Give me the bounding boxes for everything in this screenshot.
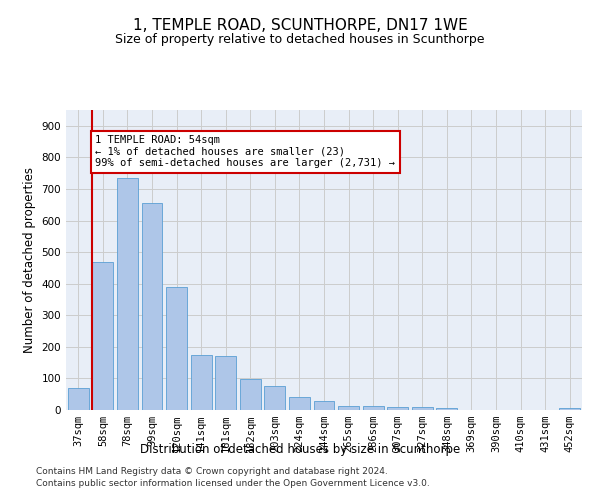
Bar [412,408,433,410]
Bar [117,178,138,410]
Bar [436,408,457,410]
Bar [265,386,286,410]
Text: Contains public sector information licensed under the Open Government Licence v3: Contains public sector information licen… [36,478,430,488]
Bar [166,287,187,410]
Bar [387,408,408,410]
Bar [142,203,163,410]
Y-axis label: Number of detached properties: Number of detached properties [23,167,36,353]
Bar [338,406,359,410]
Bar [314,401,334,410]
Bar [240,379,261,410]
Bar [289,396,310,410]
Text: 1, TEMPLE ROAD, SCUNTHORPE, DN17 1WE: 1, TEMPLE ROAD, SCUNTHORPE, DN17 1WE [133,18,467,32]
Text: Size of property relative to detached houses in Scunthorpe: Size of property relative to detached ho… [115,32,485,46]
Bar [191,354,212,410]
Bar [362,406,383,410]
Bar [215,356,236,410]
Text: Distribution of detached houses by size in Scunthorpe: Distribution of detached houses by size … [140,442,460,456]
Text: 1 TEMPLE ROAD: 54sqm
← 1% of detached houses are smaller (23)
99% of semi-detach: 1 TEMPLE ROAD: 54sqm ← 1% of detached ho… [95,136,395,168]
Bar [92,262,113,410]
Bar [68,388,89,410]
Bar [559,408,580,410]
Text: Contains HM Land Registry data © Crown copyright and database right 2024.: Contains HM Land Registry data © Crown c… [36,467,388,476]
